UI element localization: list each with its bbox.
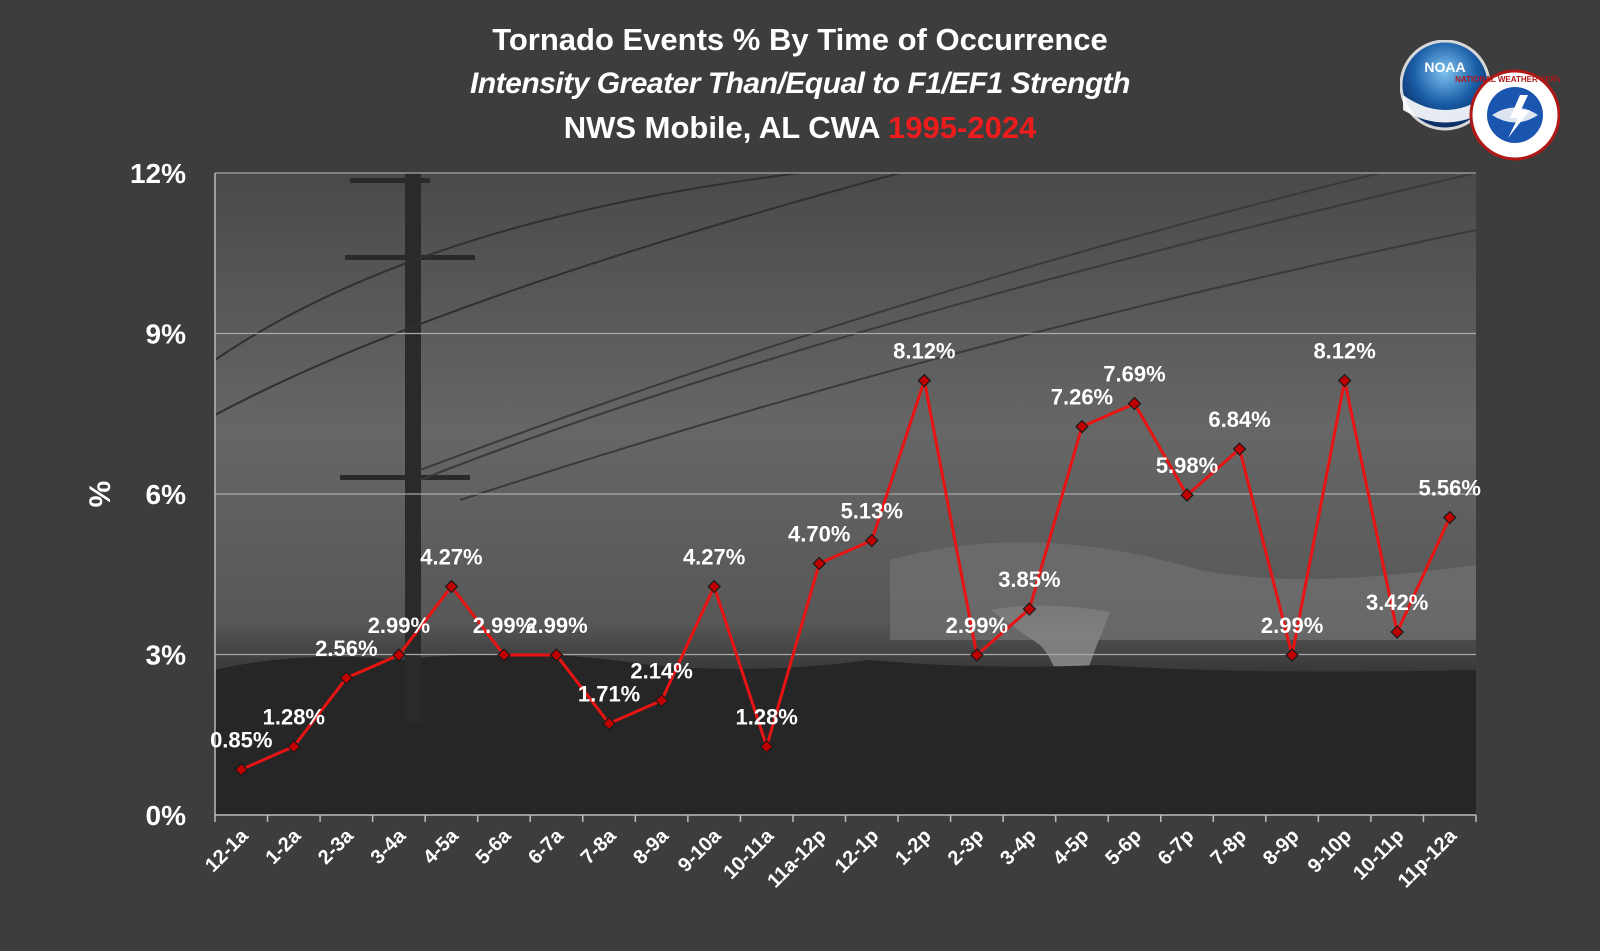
- data-label: 7.26%: [1051, 385, 1113, 410]
- x-tick-label: 8-9a: [629, 824, 673, 868]
- nws-logo-text: NATIONAL WEATHER SERVICE: [1455, 75, 1560, 84]
- data-label: 4.27%: [683, 545, 745, 570]
- data-point-marker: [917, 373, 932, 388]
- data-point-marker: [339, 671, 354, 685]
- data-point-marker: [654, 693, 669, 708]
- axes: [214, 173, 1476, 816]
- y-axis-ticks: 0% 3% 6% 9% 12%: [130, 158, 186, 831]
- x-tick-label: 11a-12p: [763, 825, 830, 892]
- x-tick-label: 8-9p: [1259, 825, 1304, 870]
- data-label: 2.56%: [315, 636, 377, 661]
- data-point-marker: [970, 648, 984, 662]
- data-point-marker: [444, 579, 459, 594]
- year-range: 1995-2024: [888, 110, 1037, 145]
- data-label: 5.98%: [1156, 453, 1218, 478]
- y-tick-label: 6%: [146, 479, 187, 510]
- data-label: 2.14%: [630, 659, 692, 684]
- data-point-marker: [392, 648, 406, 662]
- data-label: 4.27%: [420, 545, 482, 570]
- x-tick-label: 3-4p: [996, 825, 1041, 870]
- data-point-marker: [1180, 488, 1194, 502]
- y-tick-label: 0%: [146, 800, 187, 831]
- data-point-marker: [1022, 602, 1037, 616]
- data-point-marker: [864, 533, 879, 548]
- data-label: 2.99%: [946, 613, 1008, 638]
- data-label: 1.28%: [735, 705, 797, 730]
- data-point-marker: [1390, 625, 1405, 639]
- x-tick-label: 2-3p: [944, 825, 989, 870]
- data-label: 7.69%: [1103, 362, 1165, 387]
- x-tick-label: 5-6p: [1101, 825, 1146, 870]
- data-label: 4.70%: [788, 522, 850, 547]
- agency-logos: NOAA NATIONAL WEATHER SERVICE: [1400, 40, 1560, 161]
- data-point-marker: [1285, 648, 1299, 662]
- noaa-logo-text: NOAA: [1424, 59, 1465, 75]
- data-label: 1.28%: [263, 705, 325, 730]
- data-point-marker: [602, 716, 616, 731]
- data-point-marker: [1232, 442, 1247, 456]
- grid-lines: [215, 172, 1476, 656]
- x-tick-label: 10-11p: [1349, 825, 1409, 885]
- x-tick-label: 12-1p: [831, 825, 884, 878]
- data-point-marker: [812, 556, 827, 571]
- data-point-marker: [1442, 510, 1457, 525]
- data-label: 2.99%: [1261, 613, 1323, 638]
- x-tick-label: 7-8a: [577, 824, 621, 868]
- data-label: 8.12%: [893, 339, 955, 364]
- x-tick-label: 1-2a: [261, 824, 305, 868]
- x-tick-label: 12-1a: [201, 824, 253, 876]
- chart-subtitle: Intensity Greater Than/Equal to F1/EF1 S…: [470, 67, 1130, 100]
- x-tick-label: 9-10p: [1304, 825, 1357, 878]
- x-tick-label: 1-2p: [891, 825, 936, 870]
- region-label: NWS Mobile, AL CWA: [563, 110, 880, 145]
- x-tick-label: 5-6a: [472, 824, 516, 868]
- x-tick-label: 3-4a: [367, 824, 411, 868]
- data-label: 3.42%: [1366, 590, 1428, 615]
- data-point-marker: [707, 579, 721, 594]
- y-tick-label: 3%: [146, 640, 187, 671]
- data-label: 5.13%: [841, 499, 903, 524]
- data-label: 3.85%: [998, 567, 1060, 592]
- data-point-marker: [234, 762, 249, 777]
- data-label: 2.99%: [473, 613, 535, 638]
- y-tick-label: 12%: [130, 158, 186, 189]
- x-tick-label: 4-5a: [419, 824, 463, 868]
- x-tick-label: 6-7p: [1154, 825, 1199, 870]
- data-label: 1.71%: [578, 682, 640, 707]
- data-label: 2.99%: [368, 613, 430, 638]
- plot-background-photo: [214, 172, 1477, 815]
- data-point-marker: [1337, 373, 1352, 388]
- data-point-marker: [759, 739, 774, 754]
- data-label: 2.99%: [525, 613, 587, 638]
- x-tick-label: 9-10a: [674, 824, 726, 876]
- x-axis-ticks: 12-1a 1-2a 2-3a 3-4a 4-5a 5-6a 6-7a 7-8a 8-9a 9-1…: [201, 815, 1477, 892]
- nws-logo-icon: NATIONAL WEATHER SERVICE: [1455, 69, 1560, 161]
- series-markers: [234, 373, 1457, 777]
- x-tick-label: 10-11a: [719, 824, 778, 883]
- data-point-marker: [286, 739, 301, 754]
- data-point-marker: [549, 648, 564, 662]
- x-tick-label: 4-5p: [1049, 825, 1094, 870]
- x-tick-label: 7-8p: [1206, 825, 1251, 870]
- x-tick-label: 6-7a: [524, 824, 568, 868]
- data-point-marker: [1075, 419, 1089, 434]
- y-tick-label: 9%: [146, 319, 187, 350]
- chart-title: Tornado Events % By Time of Occurrence: [492, 22, 1108, 57]
- data-label: 0.85%: [210, 728, 272, 753]
- series-line: [240, 379, 1452, 771]
- x-tick-label: 2-3a: [314, 824, 358, 868]
- data-label: 5.56%: [1419, 476, 1481, 501]
- data-label: 8.12%: [1313, 339, 1375, 364]
- x-tick-label: 11p-12a: [1394, 824, 1462, 892]
- chart-title-block: Tornado Events % By Time of Occurrence I…: [0, 18, 1600, 150]
- chart-region-line: NWS Mobile, AL CWA 1995-2024: [0, 106, 1600, 150]
- data-point-marker: [1127, 396, 1142, 411]
- y-axis-label: %: [84, 481, 117, 508]
- data-labels: 0.85%1.28%2.56%2.99%4.27%2.99%2.99%1.71%…: [210, 339, 1481, 753]
- data-point-marker: [497, 648, 511, 662]
- series-path: [240, 379, 1452, 771]
- data-label: 6.84%: [1208, 407, 1270, 432]
